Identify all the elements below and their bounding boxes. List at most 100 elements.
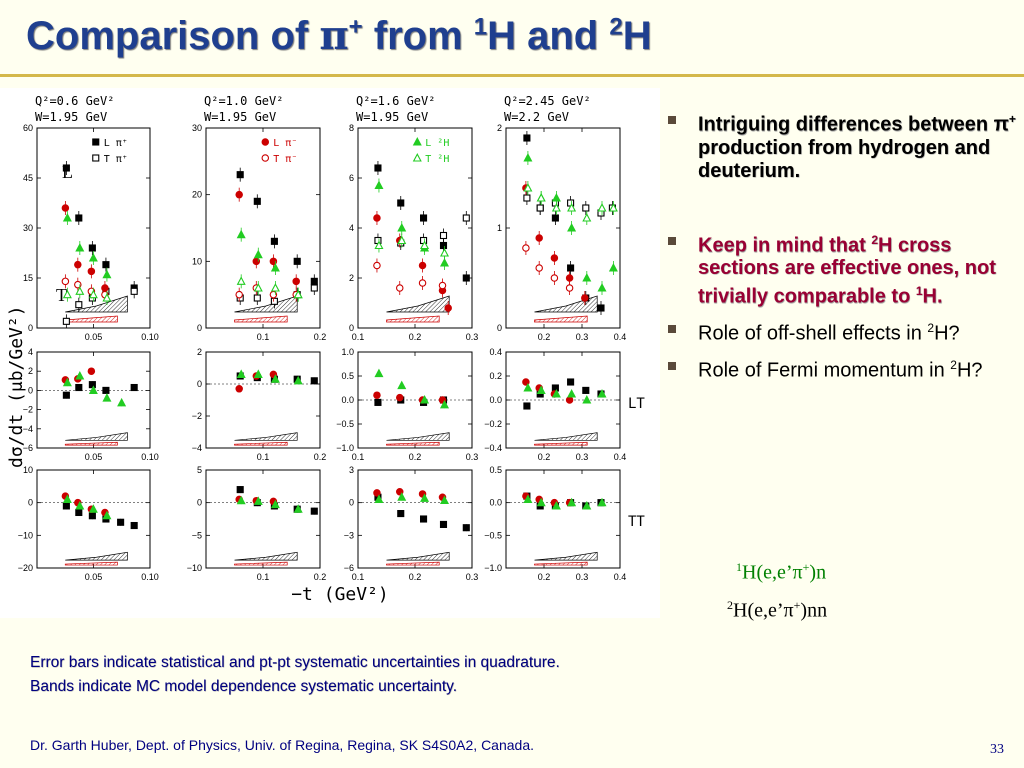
y-tick-label: 0	[349, 498, 354, 508]
x-tick-label: 0.3	[576, 572, 589, 582]
data-point	[397, 510, 405, 518]
x-tick-label: 0.2	[538, 332, 551, 342]
bullet-2: Keep in mind that 2H cross sections are …	[660, 229, 1020, 309]
data-point	[597, 203, 607, 212]
y-tick-label: −0.5	[484, 530, 502, 540]
bullet-square-icon	[668, 236, 676, 245]
data-point	[75, 301, 83, 309]
data-point	[444, 304, 452, 312]
legend-label: L π⁺	[104, 138, 128, 149]
data-point	[373, 261, 381, 270]
column-header-w: W=1.95 GeV	[35, 110, 107, 124]
panel-frame	[505, 127, 621, 329]
data-point	[62, 377, 72, 387]
column-header-q2: Q²=1.6 GeV²	[356, 94, 435, 108]
data-point	[536, 497, 546, 507]
data-point	[439, 258, 450, 267]
x-tick-label: 0.1	[257, 452, 270, 462]
data-point	[420, 395, 430, 404]
legend-marker	[92, 154, 100, 162]
y-tick-label: −5	[192, 530, 202, 540]
data-point	[87, 367, 96, 375]
y-tick-label: −10	[18, 530, 33, 540]
data-point	[62, 164, 70, 172]
y-tick-label: 5	[197, 465, 202, 475]
data-point	[293, 375, 303, 385]
data-point	[88, 289, 98, 299]
data-point	[418, 279, 427, 287]
panel-frame	[505, 469, 621, 569]
deuterium-sys-band	[534, 315, 588, 323]
data-point	[582, 204, 590, 212]
row-label-t: T	[56, 285, 67, 305]
data-point	[62, 317, 70, 325]
data-point	[597, 389, 607, 398]
y-tick-label: 0	[28, 385, 33, 395]
bullet-square-icon	[668, 324, 676, 333]
data-point	[130, 521, 138, 530]
y-tick-label: 0	[197, 498, 202, 508]
hydrogen-sys-band	[386, 295, 450, 313]
data-point	[565, 284, 574, 292]
data-point	[397, 199, 405, 207]
data-point	[522, 378, 530, 386]
hydrogen-sys-band	[386, 551, 450, 561]
title-pi: π	[319, 12, 349, 59]
footer-credit: Dr. Garth Huber, Dept. of Physics, Univ.…	[30, 737, 534, 753]
y-tick-label: −6	[344, 563, 354, 573]
data-point	[88, 504, 98, 513]
y-tick-label: −0.2	[484, 419, 502, 429]
cross-section-figure: Q²=0.6 GeV² W=1.95 GeV 0 15 30 45 60 0.05 0.10 −6…	[0, 88, 660, 618]
data-point	[235, 385, 243, 393]
y-tick-label: 6	[349, 173, 354, 183]
data-point	[373, 391, 381, 399]
bullet-square-icon	[668, 361, 676, 370]
slide-title: Comparison of π+ from 1H and 2H	[26, 12, 652, 59]
x-tick-label: 0.10	[141, 452, 159, 462]
panel-frame	[36, 351, 151, 449]
data-point	[75, 500, 85, 510]
data-point	[523, 153, 533, 162]
data-point	[418, 261, 427, 270]
data-point	[567, 389, 577, 398]
data-point	[75, 214, 83, 222]
data-point	[102, 386, 110, 394]
data-point	[462, 524, 470, 532]
data-point	[397, 492, 407, 501]
y-tick-label: −10	[187, 563, 202, 573]
data-point	[523, 494, 533, 503]
legend-marker	[412, 153, 422, 162]
data-point	[253, 496, 263, 505]
data-point	[253, 294, 261, 302]
data-point	[567, 203, 577, 212]
y-tick-label: 1.0	[341, 347, 354, 357]
data-point	[270, 374, 280, 383]
data-point	[62, 391, 70, 399]
data-point	[536, 193, 546, 202]
x-tick-label: 0.3	[576, 332, 589, 342]
data-point	[102, 393, 112, 402]
data-point	[75, 383, 83, 392]
x-tick-label: 0.2	[409, 332, 422, 342]
data-point	[270, 263, 280, 272]
data-point	[522, 244, 530, 252]
data-point	[292, 277, 300, 286]
data-point	[87, 267, 96, 276]
x-tick-label: 0.1	[352, 452, 365, 462]
panel-frame	[205, 351, 321, 449]
data-point	[62, 494, 72, 503]
x-tick-label: 0.10	[141, 572, 159, 582]
bullet-list: Intriguing differences between π+ produc…	[660, 108, 1020, 390]
y-tick-label: 2	[28, 366, 33, 376]
x-tick-label: 0.1	[257, 332, 270, 342]
data-point	[253, 369, 263, 378]
y-tick-label: −2	[23, 405, 33, 415]
data-point	[582, 273, 592, 282]
data-point	[253, 283, 263, 292]
data-point	[608, 263, 618, 272]
column-header-w: W=1.95 GeV	[204, 110, 276, 124]
data-point	[75, 286, 85, 295]
data-point	[62, 502, 70, 510]
data-point	[462, 274, 470, 282]
data-point	[419, 515, 428, 523]
